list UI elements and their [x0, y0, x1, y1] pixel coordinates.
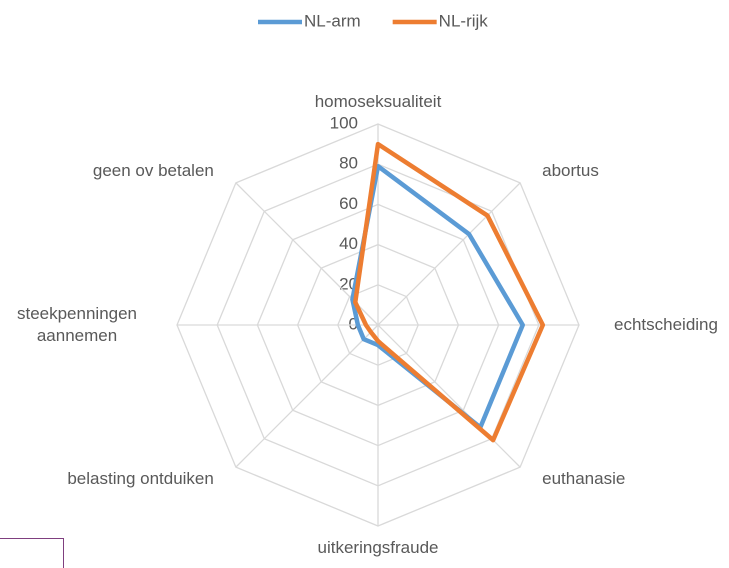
- r-tick-label: 80: [339, 154, 358, 173]
- series-line: [350, 163, 525, 430]
- category-label: homoseksualiteit: [314, 92, 442, 111]
- category-label: abortus: [542, 160, 599, 180]
- spoke: [377, 182, 521, 326]
- series-line: [353, 141, 546, 443]
- category-label: geen ov betalen: [92, 160, 214, 180]
- category-label: euthanasie: [542, 469, 626, 489]
- category-label: echtscheiding: [614, 315, 718, 334]
- category-label: belasting ontduiken: [67, 469, 214, 489]
- r-tick-label: 60: [339, 194, 358, 213]
- category-label: uitkeringsfraude: [317, 538, 439, 557]
- spoke: [235, 324, 379, 468]
- spoke: [377, 324, 521, 468]
- r-tick-label: 40: [339, 234, 358, 253]
- legend-label: NL-arm: [304, 11, 361, 30]
- legend-label: NL-rijk: [439, 11, 489, 30]
- frame: [0, 538, 64, 568]
- category-label: steekpenningen aannemen: [16, 304, 138, 345]
- r-tick-label: 0: [349, 314, 358, 333]
- r-tick-label: 100: [330, 113, 358, 132]
